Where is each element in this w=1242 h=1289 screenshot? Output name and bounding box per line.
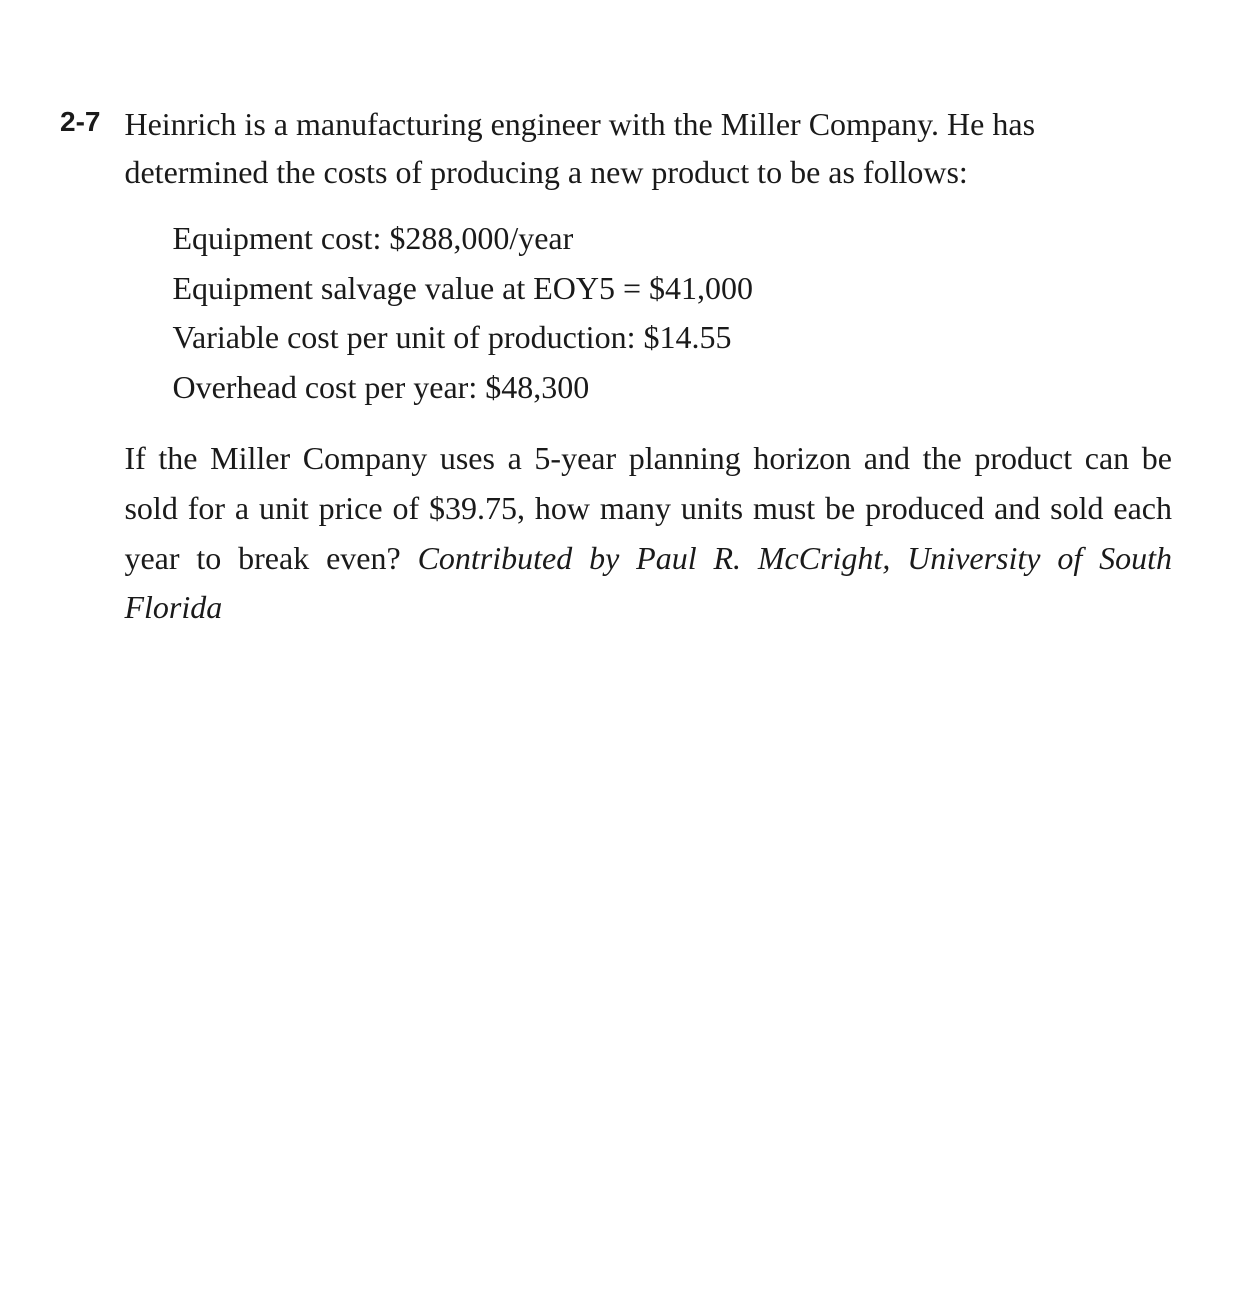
cost-item-salvage: Equipment salvage value at EOY5 = $41,00… (172, 264, 1172, 314)
problem-body: Heinrich is a manufacturing engineer wit… (124, 100, 1172, 633)
cost-item-variable: Variable cost per unit of production: $1… (172, 313, 1172, 363)
problem-number: 2-7 (60, 106, 100, 138)
cost-item-overhead: Overhead cost per year: $48,300 (172, 363, 1172, 413)
problem-container: 2-7 Heinrich is a manufacturing engineer… (60, 100, 1172, 633)
cost-list: Equipment cost: $288,000/year Equipment … (124, 214, 1172, 412)
intro-paragraph: Heinrich is a manufacturing engineer wit… (124, 100, 1172, 196)
cost-item-equipment: Equipment cost: $288,000/year (172, 214, 1172, 264)
question-paragraph: If the Miller Company uses a 5-year plan… (124, 434, 1172, 632)
